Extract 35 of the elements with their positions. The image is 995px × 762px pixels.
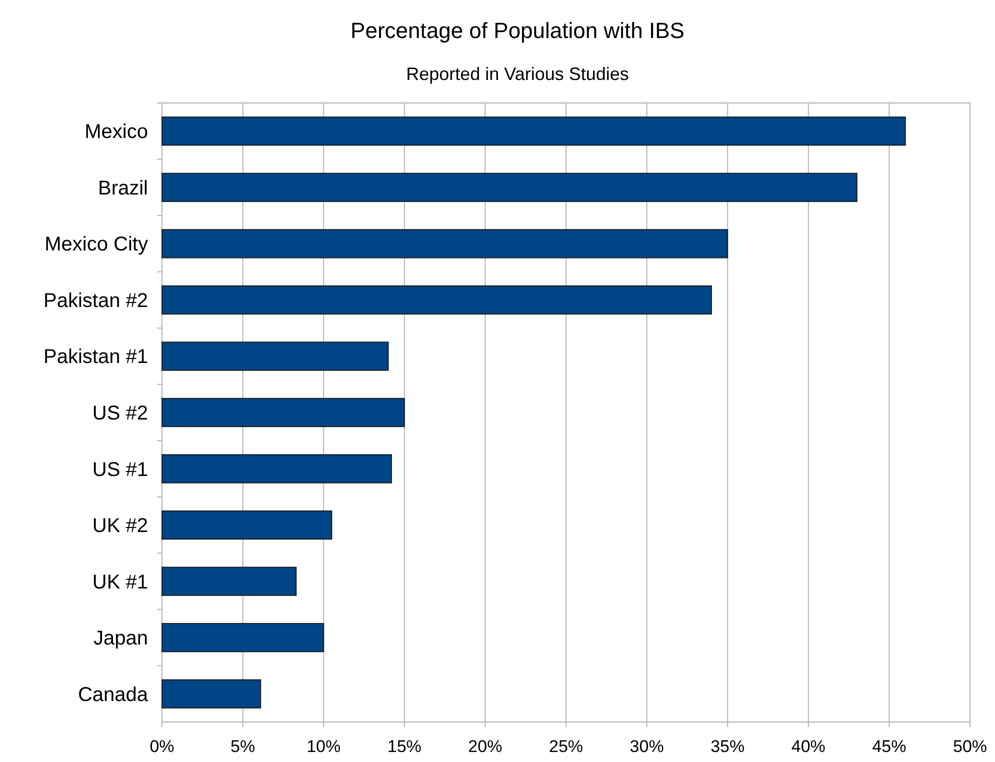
y-tick-label: UK #1: [92, 571, 148, 594]
x-tick-label: 10%: [306, 737, 341, 756]
x-tick-label: 40%: [791, 737, 826, 756]
bar: [162, 679, 262, 708]
y-tick-label: Pakistan #1: [43, 346, 148, 368]
bar: [162, 172, 858, 202]
x-tick-label: 20%: [468, 737, 502, 756]
x-tick-label: 5%: [230, 737, 256, 756]
x-tick-label: 0%: [150, 737, 174, 756]
y-tick-label: UK #2: [92, 515, 148, 538]
x-tick-label: 45%: [872, 737, 906, 756]
y-tick-label: Pakistan #2: [43, 290, 148, 312]
chart-subtitle: Reported in Various Studies: [406, 64, 629, 84]
bar: [162, 285, 712, 315]
bar: [162, 623, 324, 652]
x-tick-label: 35%: [710, 737, 745, 756]
bar: [162, 566, 297, 596]
bar: [162, 398, 405, 428]
y-tick-label: Mexico City: [44, 234, 148, 256]
y-tick-label: Japan: [94, 628, 148, 650]
x-tick-label: 25%: [548, 737, 584, 756]
chart-title: Percentage of Population with IBS: [350, 18, 684, 43]
x-tick-label: 15%: [387, 737, 422, 756]
bar: [162, 229, 728, 258]
bar: [162, 454, 392, 484]
y-tick-label: Mexico: [84, 121, 148, 144]
y-tick-label: Canada: [78, 684, 149, 706]
x-tick-label: 30%: [630, 737, 664, 756]
bar: [162, 510, 332, 540]
y-tick-label: US #2: [92, 402, 148, 424]
y-tick-label: US #1: [92, 458, 148, 481]
bar: [162, 342, 389, 371]
x-tick-label: 50%: [952, 737, 988, 756]
y-tick-label: Brazil: [98, 177, 148, 200]
bar: [162, 116, 906, 146]
